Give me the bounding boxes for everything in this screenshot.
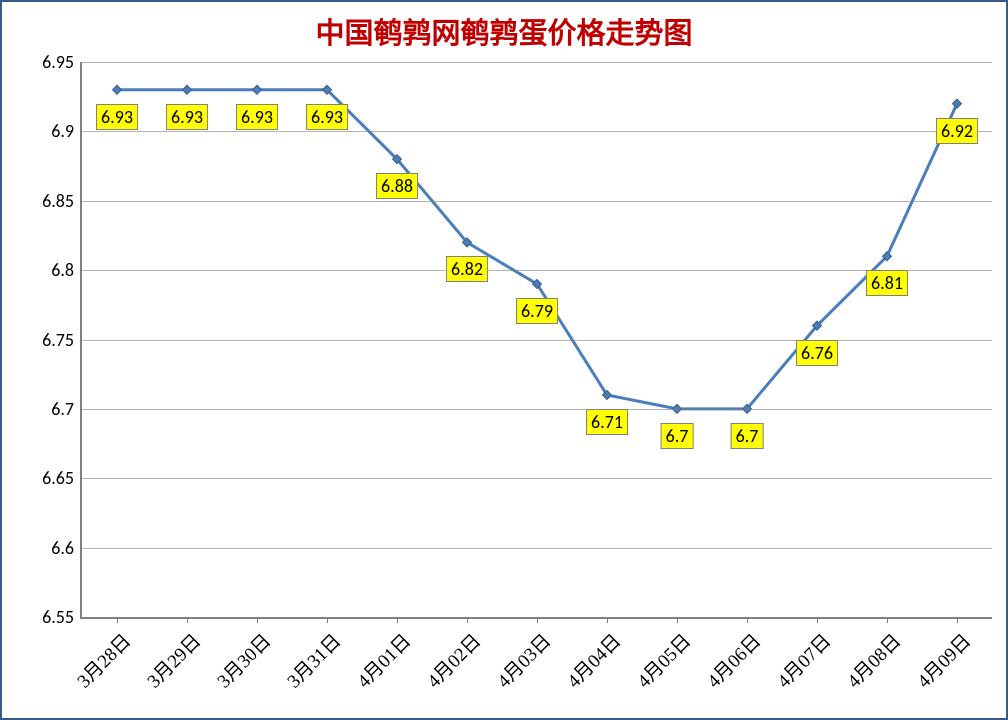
gridline bbox=[82, 62, 992, 63]
x-tick bbox=[187, 617, 188, 623]
y-tick-label: 6.8 bbox=[51, 259, 74, 281]
x-tick-label: 4月07日 bbox=[770, 627, 836, 693]
x-tick-label: 4月02日 bbox=[420, 627, 486, 693]
y-tick-label: 6.55 bbox=[42, 606, 74, 628]
y-tick-label: 6.75 bbox=[42, 329, 74, 351]
chart-container: 中国鹌鹑网鹌鹑蛋价格走势图 6.55 6.6 6.65 6.7 6.75 6.8 6.85 6… bbox=[0, 0, 1008, 720]
x-tick-label: 4月01日 bbox=[350, 627, 416, 693]
x-tick bbox=[117, 617, 118, 623]
chart-title: 中国鹌鹑网鹌鹑蛋价格走势图 bbox=[2, 10, 1006, 52]
x-tick bbox=[607, 617, 608, 623]
y-tick-label: 6.85 bbox=[42, 190, 74, 212]
gridline bbox=[82, 548, 992, 549]
data-label: 6.7 bbox=[661, 423, 694, 449]
x-tick bbox=[467, 617, 468, 623]
x-tick-label: 3月28日 bbox=[70, 627, 136, 693]
x-tick bbox=[677, 617, 678, 623]
data-label: 6.88 bbox=[376, 173, 418, 199]
gridline bbox=[82, 340, 992, 341]
series-marker bbox=[953, 99, 962, 108]
plot-area: 6.556.66.656.76.756.86.856.96.953月28日3月2… bbox=[80, 62, 992, 619]
y-tick-label: 6.65 bbox=[42, 467, 74, 489]
x-tick-label: 4月06日 bbox=[700, 627, 766, 693]
data-label: 6.93 bbox=[96, 104, 138, 130]
data-label: 6.76 bbox=[796, 340, 838, 366]
x-tick bbox=[957, 617, 958, 623]
gridline bbox=[82, 270, 992, 271]
y-tick-label: 6.6 bbox=[51, 537, 74, 559]
x-tick bbox=[257, 617, 258, 623]
data-label: 6.93 bbox=[166, 104, 208, 130]
gridline bbox=[82, 409, 992, 410]
x-tick bbox=[817, 617, 818, 623]
series-marker bbox=[113, 85, 122, 94]
data-label: 6.93 bbox=[236, 104, 278, 130]
data-label: 6.81 bbox=[866, 270, 908, 296]
data-label: 6.7 bbox=[731, 423, 764, 449]
x-tick-label: 4月04日 bbox=[560, 627, 626, 693]
y-tick-label: 6.7 bbox=[51, 398, 74, 420]
x-tick bbox=[397, 617, 398, 623]
x-tick-label: 4月03日 bbox=[490, 627, 556, 693]
data-label: 6.93 bbox=[306, 104, 348, 130]
x-tick-label: 4月05日 bbox=[630, 627, 696, 693]
series-marker bbox=[183, 85, 192, 94]
x-tick bbox=[537, 617, 538, 623]
data-label: 6.79 bbox=[516, 298, 558, 324]
gridline bbox=[82, 201, 992, 202]
y-tick-label: 6.9 bbox=[51, 120, 74, 142]
data-label: 6.92 bbox=[936, 118, 978, 144]
gridline bbox=[82, 131, 992, 132]
x-tick bbox=[887, 617, 888, 623]
x-tick-label: 3月30日 bbox=[210, 627, 276, 693]
x-tick bbox=[327, 617, 328, 623]
x-tick-label: 3月31日 bbox=[280, 627, 346, 693]
x-tick-label: 3月29日 bbox=[140, 627, 206, 693]
gridline bbox=[82, 478, 992, 479]
x-tick-label: 4月08日 bbox=[840, 627, 906, 693]
series-marker bbox=[253, 85, 262, 94]
x-tick bbox=[747, 617, 748, 623]
data-label: 6.82 bbox=[446, 256, 488, 282]
data-label: 6.71 bbox=[586, 409, 628, 435]
x-tick-label: 4月09日 bbox=[910, 627, 976, 693]
y-tick-label: 6.95 bbox=[42, 51, 74, 73]
